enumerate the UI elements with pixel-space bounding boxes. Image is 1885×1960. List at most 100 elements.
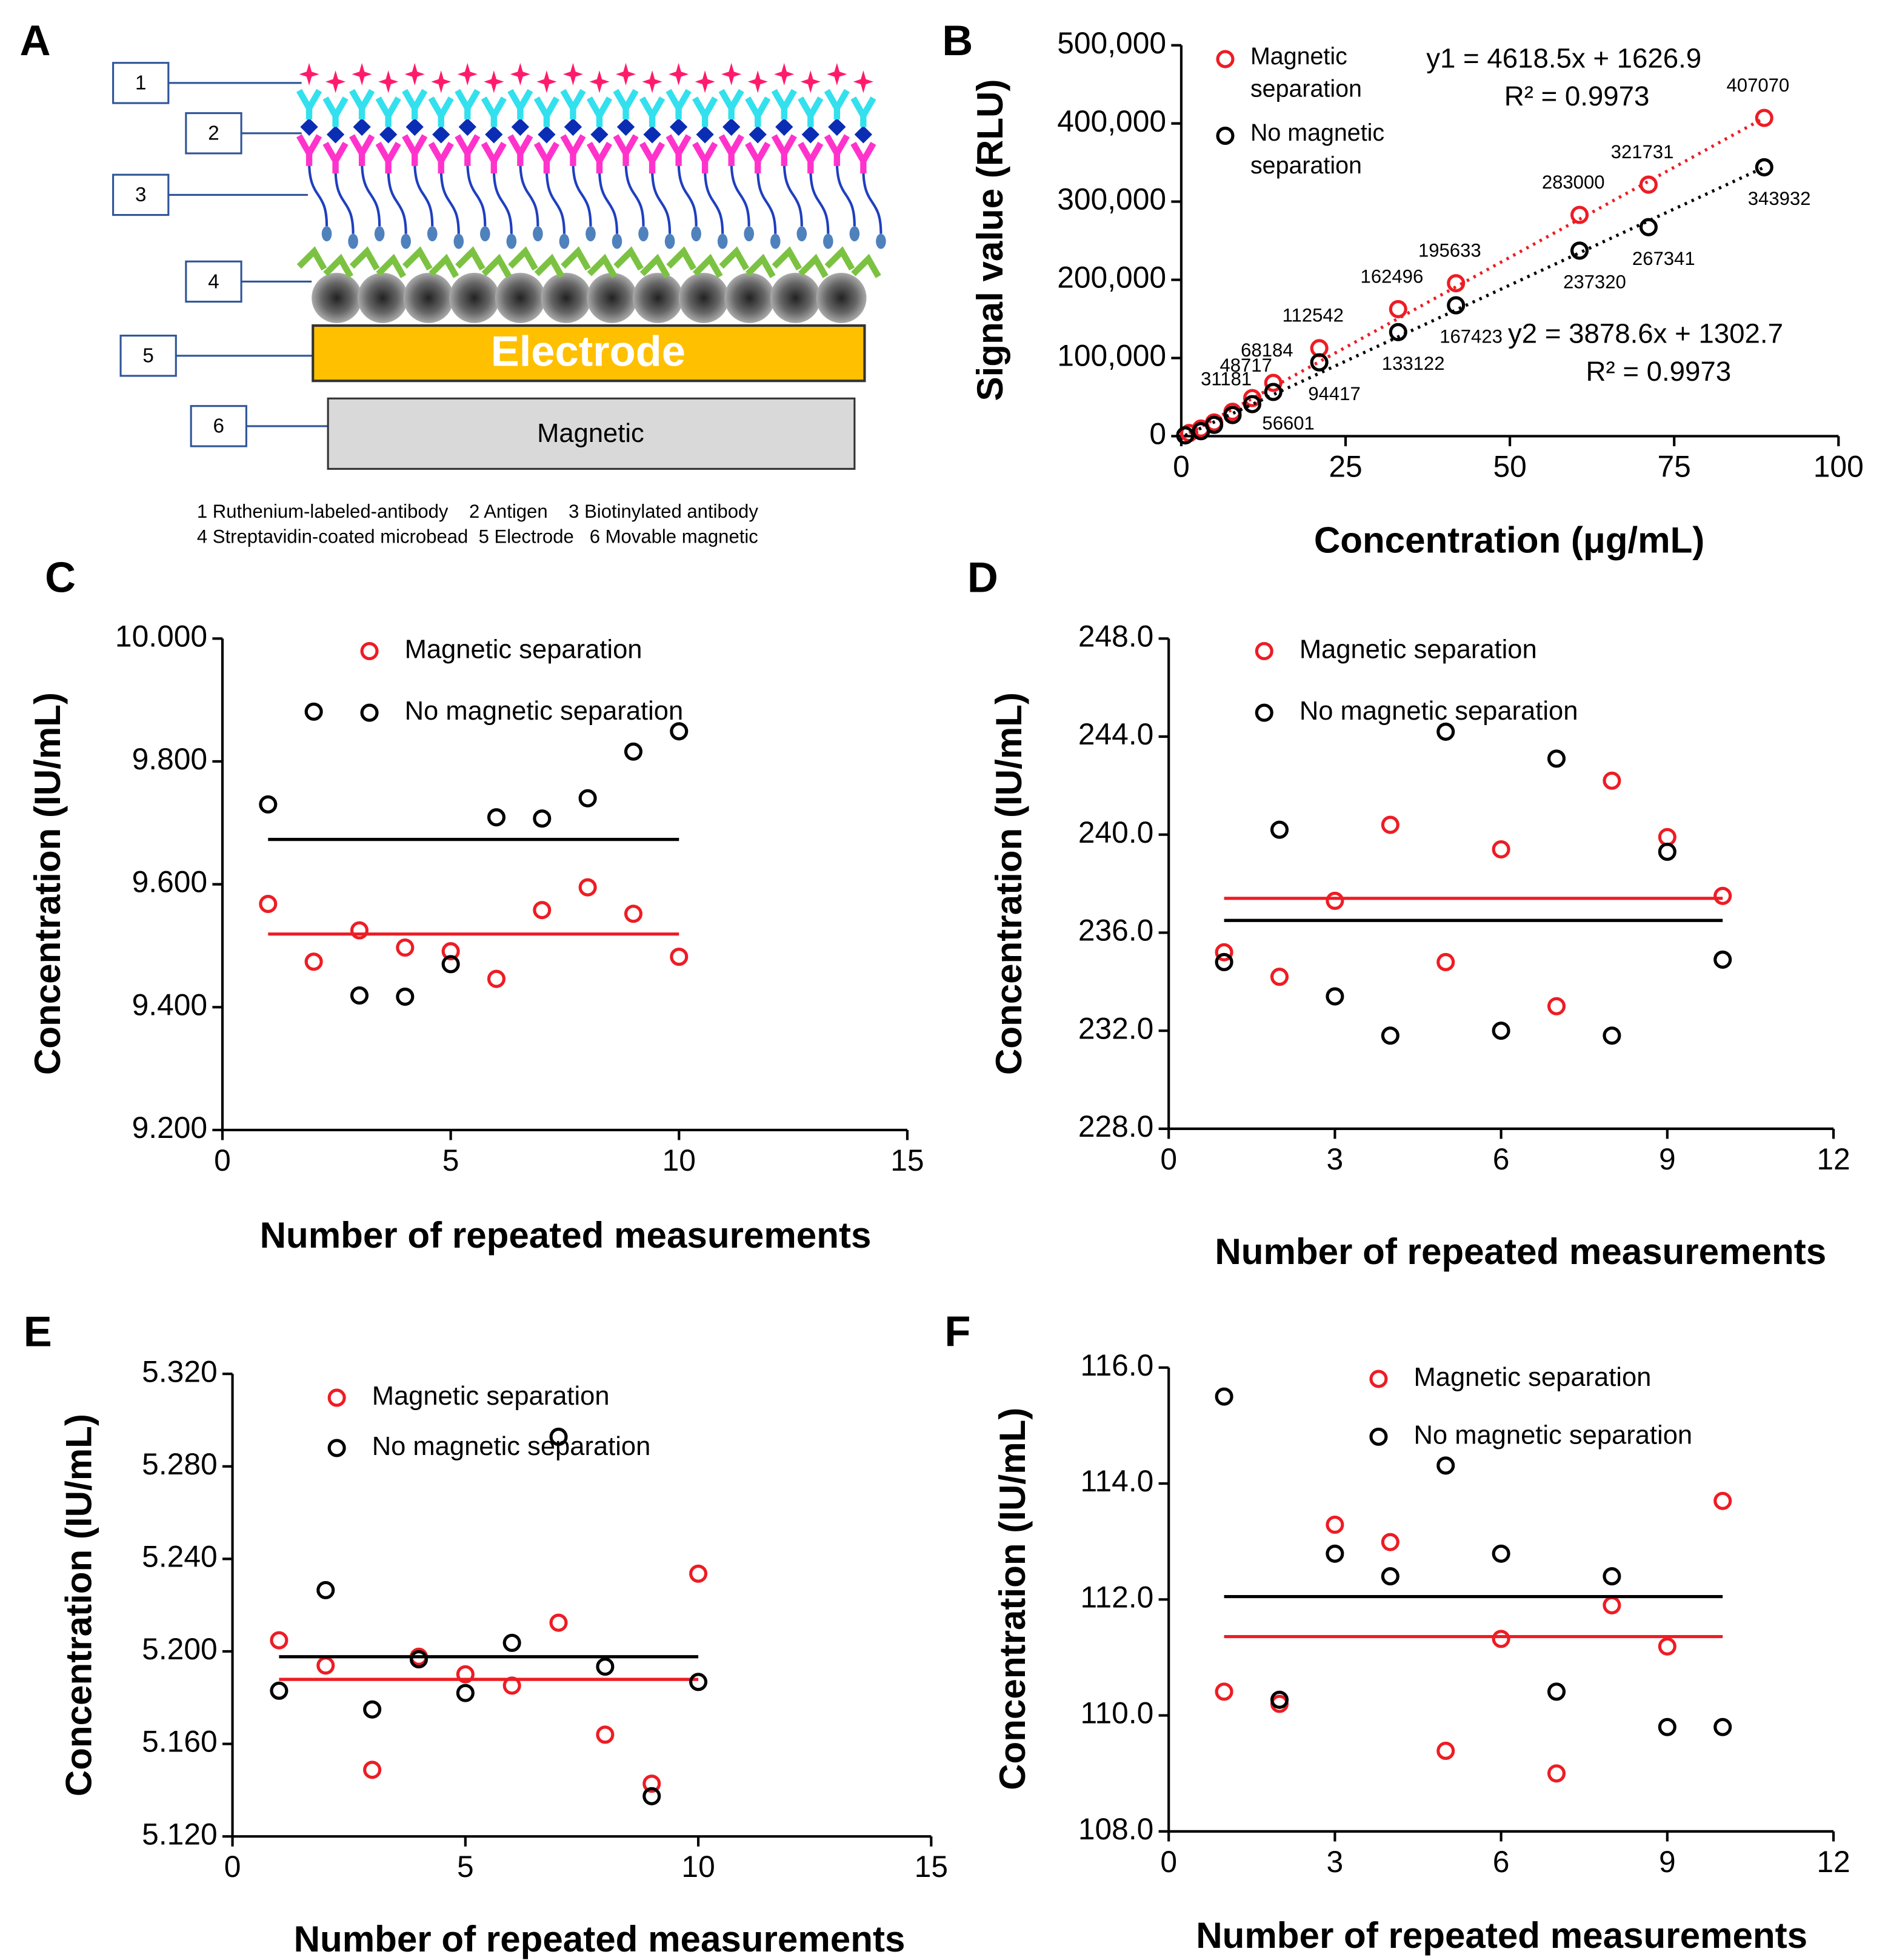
point <box>1658 1718 1676 1736</box>
antibody <box>533 141 559 174</box>
legend-label: Magnetic separation <box>1299 635 1537 664</box>
microbead <box>770 272 821 323</box>
y-tick-label: 400,000 <box>1057 104 1166 138</box>
point <box>409 1650 429 1668</box>
point <box>1381 1533 1400 1551</box>
labeled-antibody <box>745 96 771 127</box>
point <box>304 702 323 721</box>
point <box>259 895 278 914</box>
legend-marker <box>1216 126 1235 145</box>
linker <box>492 168 513 234</box>
point <box>502 1676 521 1695</box>
antigen <box>538 125 556 144</box>
data-label: 283000 <box>1542 172 1605 193</box>
labeled-antibody <box>296 89 322 119</box>
x-tick-label: 6 <box>1493 1845 1510 1879</box>
point <box>1658 842 1676 861</box>
point <box>1492 1630 1510 1648</box>
antibody <box>349 134 375 166</box>
magnet <box>327 397 856 470</box>
y-tick-label: 108.0 <box>1078 1812 1153 1846</box>
x-axis-title: Concentration (μg/mL) <box>1314 520 1705 561</box>
y-tick-label: 244.0 <box>1078 717 1153 751</box>
ruthenium <box>669 62 689 86</box>
microbead <box>724 272 775 323</box>
box-number: 6 <box>213 415 224 438</box>
y-axis-title: Concentration (IU/mL) <box>992 1408 1033 1790</box>
y-tick-label: 9.200 <box>132 1111 208 1145</box>
microbead <box>541 272 592 323</box>
point <box>1447 296 1466 315</box>
annotation: R² = 0.9973 <box>1504 81 1650 112</box>
y-tick-label: 236.0 <box>1078 914 1153 948</box>
point <box>642 1774 661 1793</box>
data-label: 407070 <box>1727 75 1790 96</box>
point <box>1755 158 1773 176</box>
legend-marker <box>1369 1427 1388 1446</box>
point <box>363 1700 382 1719</box>
box-number: 1 <box>135 72 146 95</box>
streptavidin <box>455 246 485 271</box>
ruthenium <box>404 62 425 86</box>
streptavidin <box>296 246 327 271</box>
x-tick-label: 10 <box>681 1850 715 1884</box>
legend-marker <box>327 1439 346 1457</box>
data-label: 56601 <box>1262 413 1314 434</box>
antigen <box>616 118 635 136</box>
biotin <box>664 233 675 249</box>
legend-marker <box>1255 703 1273 722</box>
y-axis-title: Signal value (RLU) <box>970 79 1010 401</box>
legend-marker <box>360 703 379 722</box>
panel-label: A <box>20 16 51 64</box>
data-label: 343932 <box>1748 188 1811 209</box>
point <box>578 789 597 808</box>
point <box>441 955 460 974</box>
point <box>1215 943 1233 962</box>
labeled-antibody <box>798 96 824 127</box>
point <box>1326 1515 1344 1534</box>
ruthenium <box>431 70 452 93</box>
point <box>1603 1596 1621 1614</box>
antigen <box>511 118 530 136</box>
biotin <box>823 233 833 249</box>
y-tick-label: 300,000 <box>1057 182 1166 216</box>
streptavidin <box>429 253 459 278</box>
box-number: 2 <box>208 122 219 145</box>
streptavidin <box>561 246 591 271</box>
point <box>1326 891 1344 910</box>
antibody <box>402 134 428 166</box>
legend-label: No magnetic separation <box>1299 697 1578 726</box>
y-tick-label: 232.0 <box>1078 1011 1153 1045</box>
data-label: 267341 <box>1632 248 1695 269</box>
antigen <box>326 125 345 144</box>
box-number: 5 <box>142 345 153 367</box>
labeled-antibody <box>349 89 375 119</box>
antibody <box>586 141 613 174</box>
point <box>1205 415 1224 434</box>
point <box>670 948 689 966</box>
streptavidin <box>508 246 538 271</box>
y-tick-label: 116.0 <box>1081 1348 1154 1382</box>
antigen <box>828 118 846 136</box>
point <box>549 1613 568 1632</box>
antigen <box>669 118 688 136</box>
y-tick-label: 5.320 <box>142 1354 218 1388</box>
biotin <box>321 226 332 242</box>
point <box>350 986 369 1005</box>
y-tick-label: 5.280 <box>142 1447 218 1481</box>
biotin <box>401 233 411 249</box>
point <box>270 1681 289 1700</box>
point <box>1492 1022 1510 1040</box>
streptavidin <box>851 253 881 278</box>
point <box>1326 987 1344 1006</box>
labeled-antibody <box>402 89 428 119</box>
streptavidin <box>692 253 723 278</box>
point <box>1223 406 1242 424</box>
label-box <box>112 173 170 216</box>
antibody <box>428 141 454 174</box>
data-label: 195633 <box>1418 240 1481 261</box>
point <box>1389 323 1407 341</box>
label-box <box>185 112 242 155</box>
ruthenium <box>827 62 847 86</box>
antibody <box>639 141 666 174</box>
